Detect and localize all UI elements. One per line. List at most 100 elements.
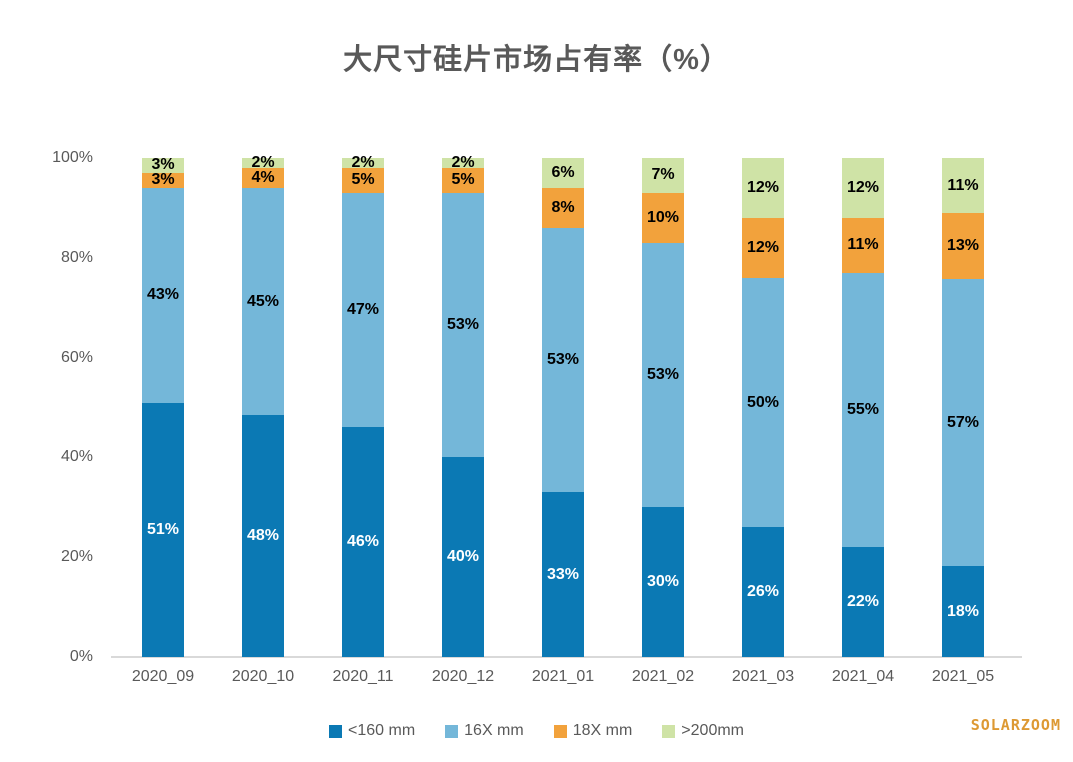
- bar-segment-label: 12%: [746, 238, 780, 256]
- legend-swatch: [445, 724, 459, 738]
- bar-segment-200mm: 11%: [942, 158, 984, 214]
- bar-segment-label: 2%: [251, 154, 275, 172]
- bar-segment-label: 10%: [646, 208, 680, 226]
- bar-group-2021-02: 7% 10% 53% 30%: [642, 158, 684, 657]
- x-axis-label: 2021_04: [831, 668, 895, 685]
- bar-segment-label: 50%: [746, 393, 780, 411]
- bar-segment-200mm: 2%: [342, 154, 384, 171]
- x-axis-label: 2021_02: [631, 668, 695, 685]
- bar-segment-label: 7%: [651, 166, 675, 184]
- bar-segment-label: 47%: [346, 301, 380, 319]
- watermark: SOLARZOOM: [970, 716, 1061, 734]
- bar-segment-label: 43%: [146, 286, 180, 304]
- bar-segment-label: 22%: [846, 593, 880, 611]
- x-axis-label: 2020_12: [431, 668, 495, 685]
- legend-label: <160 mm: [348, 722, 416, 739]
- legend-swatch: [662, 724, 676, 738]
- legend-item-160-mm: <160 mm: [329, 722, 415, 740]
- bar-segment-200mm: 7%: [642, 158, 684, 193]
- bar-segment-label: 2%: [451, 153, 475, 171]
- bar-segment-label: 8%: [551, 198, 575, 216]
- bar-segment-18x-mm: 3%: [142, 171, 184, 189]
- bar-segment-label: 12%: [846, 178, 880, 196]
- y-axis-tick-label: 20%: [60, 548, 93, 566]
- bar-segment-18x-mm: 5%: [342, 167, 384, 193]
- bar-segment-label: 26%: [746, 583, 780, 601]
- legend-swatch: [329, 724, 342, 738]
- bar-segment-18x-mm: 13%: [942, 213, 984, 279]
- bar-segment-18x-mm: 10%: [642, 192, 684, 243]
- bar-segment-label: 40%: [446, 548, 480, 566]
- legend-label: 16X mm: [464, 722, 524, 739]
- bar-segment-label: 48%: [246, 527, 280, 545]
- y-axis-tick-label: 40%: [60, 448, 93, 466]
- bar-segment-16x-mm: 53%: [542, 227, 584, 493]
- bar-segment-label: 13%: [946, 237, 980, 255]
- chart-title: 大尺寸硅片市场占有率（%）: [343, 44, 730, 76]
- bar-segment-label: 30%: [646, 573, 680, 591]
- bar-segment-label: 5%: [451, 171, 475, 189]
- bar-segment-18x-mm: 8%: [542, 187, 584, 228]
- x-axis-label: 2021_03: [731, 668, 795, 685]
- bar-group-2020-09: 3% 3% 43% 51%: [142, 156, 184, 657]
- x-axis-label: 2020_10: [231, 668, 295, 685]
- x-axis-label: 2020_09: [131, 668, 195, 685]
- bar-segment-16x-mm: 53%: [442, 192, 484, 458]
- x-axis-line: [111, 656, 1022, 658]
- bar-segment-label: 53%: [646, 366, 680, 384]
- bar-segment-160-mm: 30%: [642, 507, 684, 657]
- x-axis-label: 2021_01: [531, 668, 595, 685]
- bar-segment-16x-mm: 43%: [142, 187, 184, 403]
- bar-segment-16x-mm: 53%: [642, 242, 684, 508]
- bar-segment-label: 4%: [251, 169, 275, 187]
- bar-segment-label: 3%: [151, 156, 175, 174]
- y-axis-tick-label: 80%: [60, 248, 93, 266]
- legend-item-18x-mm: 18X mm: [553, 722, 633, 740]
- bar-segment-label: 18%: [946, 602, 980, 620]
- bar-segment-label: 11%: [847, 236, 879, 254]
- bar-segment-16x-mm: 47%: [342, 192, 384, 428]
- bar-segment-160-mm: 18%: [942, 566, 984, 657]
- legend-label: 18X mm: [572, 722, 633, 739]
- bar-segment-label: 45%: [246, 292, 280, 310]
- bar-segment-label: 51%: [146, 520, 180, 538]
- bar-segment-160-mm: 22%: [842, 547, 884, 657]
- legend-item-16x-mm: 16X mm: [445, 722, 524, 740]
- bar-segment-160-mm: 40%: [442, 457, 484, 657]
- bar-segment-label: 2%: [351, 153, 375, 171]
- bar-group-2020-12: 2% 5% 53% 40%: [442, 154, 484, 657]
- bar-segment-label: 33%: [546, 565, 580, 583]
- bar-segment-label: 6%: [551, 163, 575, 181]
- bar-segment-160-mm: 33%: [542, 492, 584, 657]
- bar-segment-label: 53%: [446, 316, 480, 334]
- legend-swatch: [553, 724, 567, 738]
- bar-segment-16x-mm: 55%: [842, 272, 884, 548]
- bar-segment-label: 5%: [351, 171, 375, 189]
- bar-segment-label: 11%: [947, 176, 979, 194]
- legend-item-200mm: >200mm: [662, 722, 744, 740]
- bar-segment-160-mm: 48%: [242, 415, 284, 657]
- bar-segment-16x-mm: 50%: [742, 277, 784, 528]
- bar-group-2021-04: 12% 11% 55% 22%: [842, 158, 884, 657]
- bar-segment-label: 46%: [346, 533, 380, 551]
- bar-segment-18x-mm: 5%: [442, 167, 484, 193]
- bar-segment-200mm: 12%: [842, 158, 884, 218]
- bar-segment-18x-mm: 12%: [742, 217, 784, 278]
- bar-segment-label: 55%: [846, 400, 880, 418]
- bar-segment-18x-mm: 11%: [842, 217, 884, 273]
- legend: <160 mm 16X mm 18X mm >200mm: [0, 722, 1073, 740]
- y-axis-tick-label: 100%: [52, 149, 93, 166]
- x-axis-label: 2020_11: [332, 668, 394, 685]
- bar-segment-label: 57%: [946, 413, 980, 431]
- legend-label: >200mm: [681, 722, 744, 739]
- bar-segment-200mm: 6%: [542, 158, 584, 188]
- bar-group-2021-03: 12% 12% 50% 26%: [742, 158, 784, 657]
- bar-segment-16x-mm: 57%: [942, 278, 984, 567]
- bar-segment-160-mm: 26%: [742, 527, 784, 657]
- bar-segment-label: 3%: [151, 171, 175, 189]
- bar-segment-18x-mm: 4%: [242, 168, 284, 189]
- y-axis-tick-label: 60%: [60, 348, 93, 366]
- bar-segment-200mm: 2%: [442, 154, 484, 171]
- bar-segment-label: 53%: [546, 351, 580, 369]
